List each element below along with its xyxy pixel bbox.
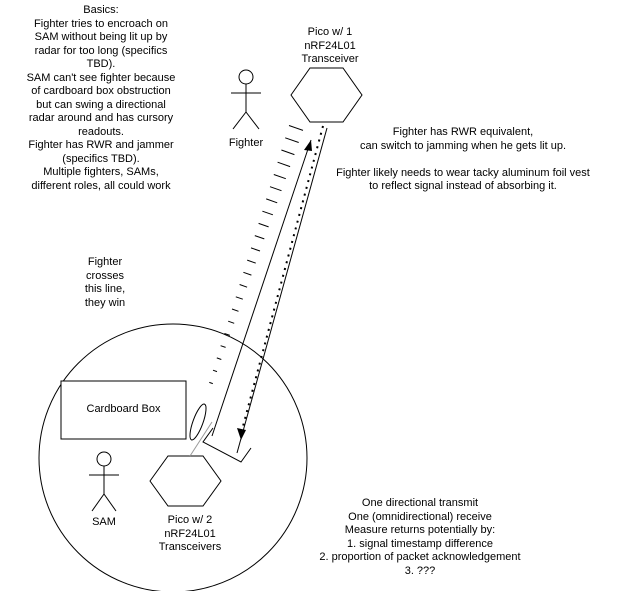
crosses-line-note: Fighter crosses this line, they win <box>70 256 140 310</box>
radar-tick <box>209 381 213 385</box>
fighter-label: Fighter <box>228 137 264 149</box>
note-line: can switch to jamming when he gets lit u… <box>359 139 567 152</box>
return-dotted-line <box>241 125 324 431</box>
note-line: 3. ??? <box>404 564 436 577</box>
beam-line-up <box>211 139 312 437</box>
radar-tick <box>273 174 286 180</box>
return-arrowhead <box>237 428 246 440</box>
radar-tick <box>231 308 239 312</box>
radar-tick <box>266 198 278 204</box>
beam-arrowhead-up <box>304 140 312 151</box>
note-line: but can swing a directional <box>36 98 166 111</box>
note-line: Measure returns potentially by: <box>344 524 496 536</box>
pico-bottom-hexagon <box>149 455 222 507</box>
radar-tick <box>212 369 218 373</box>
fighter-stick-figure-icon <box>231 69 261 130</box>
beam-line-down <box>236 127 328 454</box>
note-line: they win <box>84 296 126 309</box>
note-line: SAM can't see fighter because <box>26 71 176 84</box>
pico-bottom-label: Pico w/ 2 nRF24L01 Transceivers <box>140 514 240 555</box>
pico-bottom-label-line: Transceivers <box>158 541 222 553</box>
measure-note: One directional transmit One (omnidirect… <box>290 497 550 578</box>
pico-top-label-line: Pico w/ 1 <box>307 26 353 38</box>
radar-tick <box>247 259 256 264</box>
beam-bracket <box>202 427 252 463</box>
radar-tick <box>235 296 243 300</box>
rwr-note: Fighter has RWR equivalent, can switch t… <box>318 126 608 194</box>
radar-tick <box>239 284 248 288</box>
basics-note: Basics: Fighter tries to encroach on SAM… <box>26 4 176 193</box>
note-line: different roles, all could work <box>31 179 171 192</box>
sam-label: SAM <box>92 516 116 528</box>
radar-tick <box>262 210 274 216</box>
note-line: readouts. <box>78 125 124 138</box>
radar-tick <box>220 345 226 348</box>
radar-tick-marks <box>209 125 304 385</box>
note-line: One (omnidirectional) receive <box>348 510 492 523</box>
note-line: Fighter has RWR and jammer <box>28 139 174 151</box>
note-line: radar around and has cursory <box>28 112 174 124</box>
note-line: this line, <box>84 283 126 295</box>
radar-tick <box>228 320 235 324</box>
radar-tick <box>216 357 222 360</box>
note-line: 1. signal timestamp difference <box>347 537 493 550</box>
radar-tick <box>243 271 252 276</box>
radar-tick <box>250 247 261 252</box>
note-line: of cardboard box obstruction <box>31 85 171 97</box>
cardboard-box <box>60 380 187 440</box>
pico-bottom-label-line: Pico w/ 2 <box>167 514 213 526</box>
radar-tick <box>269 186 282 192</box>
note-line: to reflect signal instead of absorbing i… <box>369 180 557 192</box>
sam-stick-figure-icon <box>89 451 119 512</box>
pico-top-label-line: Transceiver <box>301 53 359 65</box>
note-line: radar for too long (specifics <box>34 44 168 57</box>
radar-tick <box>277 161 291 168</box>
note-line: (specifics TBD). <box>62 152 140 165</box>
radar-tick <box>224 333 231 336</box>
note-line: Basics: <box>83 4 119 16</box>
omni-antenna-ellipse <box>189 403 207 441</box>
pico-bottom-label-line: nRF24L01 <box>164 527 216 540</box>
note-line: Multiple fighters, SAMs, <box>43 166 159 178</box>
note-line: TBD). <box>86 58 116 70</box>
antenna-line <box>189 421 213 457</box>
radar-tick <box>281 149 295 156</box>
radar-tick <box>254 235 265 240</box>
pico-top-hexagon <box>290 67 363 123</box>
radar-tick <box>288 125 304 131</box>
note-line: Fighter likely needs to wear tacky alumi… <box>336 166 590 179</box>
note-line: Fighter has RWR equivalent, <box>392 126 534 138</box>
note-line: 2. proportion of packet acknowledgement <box>319 551 521 563</box>
radar-tick <box>258 222 269 228</box>
pico-top-label: Pico w/ 1 nRF24L01 Transceiver <box>280 26 380 67</box>
note-line <box>318 153 608 167</box>
cardboard-box-label: Cardboard Box <box>86 403 161 415</box>
note-line: crosses <box>86 269 124 282</box>
note-line: SAM without being lit up by <box>34 31 168 43</box>
sam-range-circle <box>38 323 308 591</box>
note-line: One directional transmit <box>361 497 479 509</box>
pico-top-label-line: nRF24L01 <box>304 39 356 52</box>
radar-tick <box>285 137 299 143</box>
note-line: Fighter tries to encroach on <box>34 17 168 30</box>
note-line: Fighter <box>87 256 123 268</box>
